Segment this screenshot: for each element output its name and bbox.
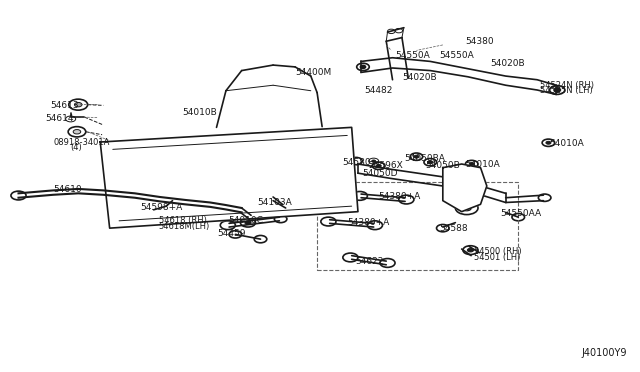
Text: 54610: 54610	[53, 185, 82, 194]
Text: 54613: 54613	[50, 101, 79, 110]
Text: 54550AA: 54550AA	[500, 209, 542, 218]
Circle shape	[469, 163, 474, 166]
Text: 54010C: 54010C	[228, 216, 262, 225]
Text: 54482: 54482	[364, 86, 392, 95]
Text: J40100Y9: J40100Y9	[581, 348, 627, 358]
Text: 54580: 54580	[342, 158, 371, 167]
Text: 54588: 54588	[440, 224, 468, 232]
Text: 54380+A: 54380+A	[379, 192, 421, 202]
Text: 54050B: 54050B	[425, 161, 460, 170]
Text: 54020B: 54020B	[490, 59, 525, 68]
Text: 54010B: 54010B	[182, 108, 217, 117]
Text: 54020B: 54020B	[402, 73, 436, 83]
Text: 54500 (RH): 54500 (RH)	[474, 247, 522, 256]
Text: 54380+A: 54380+A	[348, 218, 390, 227]
Circle shape	[244, 221, 251, 224]
Polygon shape	[443, 164, 487, 212]
Text: 54598+A: 54598+A	[140, 203, 182, 212]
Text: 54501 (LH): 54501 (LH)	[474, 253, 520, 262]
Text: 54618 (RH): 54618 (RH)	[159, 216, 207, 225]
Circle shape	[546, 141, 551, 144]
Circle shape	[73, 129, 81, 134]
Text: 54050BA: 54050BA	[404, 154, 445, 163]
Circle shape	[376, 164, 381, 167]
Text: 54525N (LH): 54525N (LH)	[540, 86, 593, 95]
Circle shape	[462, 205, 471, 211]
Text: 54010A: 54010A	[465, 160, 500, 169]
Text: 54459: 54459	[218, 229, 246, 238]
Circle shape	[428, 161, 433, 164]
Circle shape	[360, 65, 365, 68]
Text: 54550A: 54550A	[440, 51, 474, 60]
Text: 20596X: 20596X	[369, 161, 403, 170]
Circle shape	[74, 102, 82, 107]
Text: 54550A: 54550A	[396, 51, 431, 60]
Text: 54622: 54622	[355, 257, 383, 266]
Polygon shape	[100, 127, 358, 228]
Text: 54050D: 54050D	[362, 169, 398, 178]
Bar	[317, 182, 518, 270]
Circle shape	[457, 184, 469, 192]
Text: (4): (4)	[70, 142, 83, 152]
Text: 08918-3401A: 08918-3401A	[53, 138, 109, 147]
Text: 54524N (RH): 54524N (RH)	[540, 81, 595, 90]
Text: 54010A: 54010A	[550, 140, 584, 148]
Circle shape	[372, 160, 376, 162]
Circle shape	[467, 248, 474, 252]
Circle shape	[414, 155, 419, 158]
Text: 54400M: 54400M	[295, 68, 332, 77]
Text: 54614: 54614	[45, 114, 74, 123]
Text: 54103A: 54103A	[257, 198, 292, 207]
Circle shape	[554, 88, 561, 92]
Text: 54618M(LH): 54618M(LH)	[159, 222, 210, 231]
Text: 54380: 54380	[465, 37, 493, 46]
